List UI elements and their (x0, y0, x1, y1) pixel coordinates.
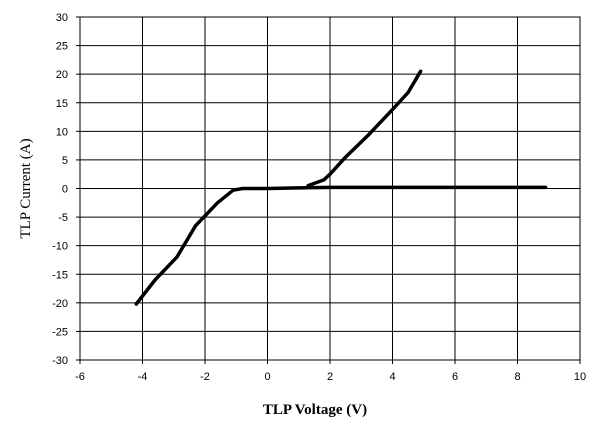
y-tick-label: 0 (62, 184, 68, 196)
y-tick-label: 15 (56, 98, 68, 110)
x-tick-label: 4 (389, 371, 395, 383)
x-tick-label: 2 (327, 371, 333, 383)
y-tick-label: 30 (56, 12, 68, 24)
x-tick-labels: -6 -4 -2 0 2 4 6 8 10 (75, 360, 586, 383)
y-tick-label: 10 (56, 126, 68, 138)
data-series (134, 69, 548, 306)
y-axis-title: TLP Current (A) (18, 138, 34, 238)
y-tick-label: -10 (52, 241, 68, 253)
y-tick-label: 25 (56, 41, 68, 53)
series-line-2 (306, 69, 423, 188)
x-tick-label: -2 (200, 371, 210, 383)
x-tick-label: 6 (452, 371, 458, 383)
y-tick-label: 20 (56, 69, 68, 81)
x-tick-label: 0 (264, 371, 270, 383)
x-axis-title: TLP Voltage (V) (263, 402, 367, 418)
y-tick-label: -20 (52, 298, 68, 310)
y-tick-label: 5 (62, 155, 68, 167)
x-tick-label: -6 (75, 371, 85, 383)
y-tick-labels: 30 25 20 15 10 5 0 -5 -10 -15 -20 -25 -30 (52, 12, 80, 367)
y-tick-label: -15 (52, 269, 68, 281)
y-tick-label: -5 (58, 212, 68, 224)
x-tick-label: -4 (138, 371, 148, 383)
y-tick-label: -30 (52, 355, 68, 367)
series-line-1 (134, 185, 548, 306)
x-tick-label: 10 (574, 371, 586, 383)
y-tick-label: -25 (52, 326, 68, 338)
x-tick-label: 8 (514, 371, 520, 383)
